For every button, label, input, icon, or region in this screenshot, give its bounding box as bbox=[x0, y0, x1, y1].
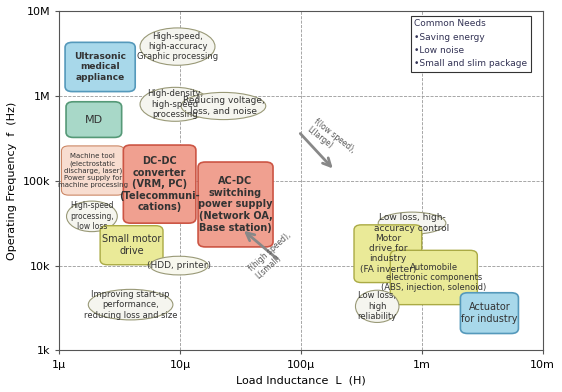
Text: Reducing voltage,
loss, and noise: Reducing voltage, loss, and noise bbox=[183, 96, 264, 116]
Text: f(low speed),
L(large): f(low speed), L(large) bbox=[306, 117, 357, 163]
Text: MD: MD bbox=[85, 114, 103, 125]
Text: Motor
drive for
industry
(FA inverter): Motor drive for industry (FA inverter) bbox=[360, 234, 416, 274]
Ellipse shape bbox=[181, 93, 266, 120]
Text: Low loss,
high
reliability: Low loss, high reliability bbox=[357, 291, 397, 321]
FancyBboxPatch shape bbox=[66, 102, 121, 138]
Text: Automobile
electronic components
(ABS, injection, solenoid): Automobile electronic components (ABS, i… bbox=[381, 263, 487, 292]
FancyBboxPatch shape bbox=[61, 146, 124, 195]
FancyBboxPatch shape bbox=[123, 145, 196, 223]
Text: (HDD, printer): (HDD, printer) bbox=[147, 261, 211, 270]
Ellipse shape bbox=[150, 256, 208, 275]
Text: Low loss, high-
accuracy control: Low loss, high- accuracy control bbox=[374, 214, 450, 233]
Text: High-speed
processing,
low loss: High-speed processing, low loss bbox=[70, 201, 114, 231]
X-axis label: Load Inductance  L  (H): Load Inductance L (H) bbox=[236, 375, 366, 385]
Text: Improving start-up
performance,
reducing loss and size: Improving start-up performance, reducing… bbox=[84, 290, 178, 319]
Text: High-density,
high-speed
processing: High-density, high-speed processing bbox=[147, 89, 203, 119]
Text: DC-DC
converter
(VRM, PC)
(Telecommuni-
cations): DC-DC converter (VRM, PC) (Telecommuni- … bbox=[119, 156, 200, 212]
Text: Common Needs
•Saving energy
•Low noise
•Small and slim package: Common Needs •Saving energy •Low noise •… bbox=[414, 20, 528, 68]
Ellipse shape bbox=[378, 212, 446, 234]
Text: AC-DC
switching
power supply
(Network OA,
Base station): AC-DC switching power supply (Network OA… bbox=[198, 176, 273, 233]
Ellipse shape bbox=[140, 28, 215, 65]
Text: Ultrasonic
medical
appliance: Ultrasonic medical appliance bbox=[74, 52, 126, 82]
FancyBboxPatch shape bbox=[460, 293, 518, 334]
FancyBboxPatch shape bbox=[390, 250, 477, 305]
FancyBboxPatch shape bbox=[198, 162, 273, 247]
FancyBboxPatch shape bbox=[65, 42, 135, 92]
Ellipse shape bbox=[88, 289, 173, 320]
Text: High-speed,
high-accuracy
Graphic processing: High-speed, high-accuracy Graphic proces… bbox=[137, 32, 218, 62]
Text: Machine tool
(electrostatic
discharge, laser)
Power supply for
machine processin: Machine tool (electrostatic discharge, l… bbox=[58, 153, 128, 188]
Text: f(high speed),
L(small): f(high speed), L(small) bbox=[247, 231, 300, 281]
Y-axis label: Operating Frequency  f  (Hz): Operating Frequency f (Hz) bbox=[7, 102, 17, 260]
FancyBboxPatch shape bbox=[354, 225, 422, 283]
Ellipse shape bbox=[140, 87, 210, 121]
Text: Small motor
drive: Small motor drive bbox=[102, 234, 161, 256]
Text: Actuator
for industry: Actuator for industry bbox=[461, 302, 518, 324]
Ellipse shape bbox=[356, 290, 399, 323]
FancyBboxPatch shape bbox=[100, 226, 163, 265]
Ellipse shape bbox=[66, 201, 117, 232]
